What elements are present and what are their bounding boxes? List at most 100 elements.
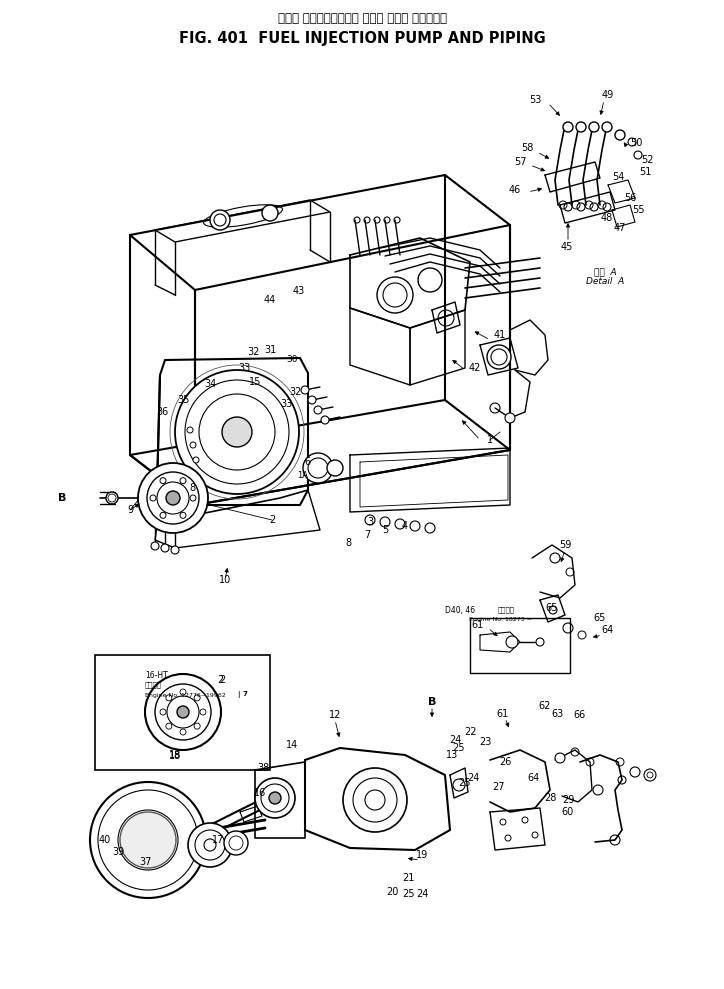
Circle shape [136,828,160,852]
Text: フェル インジェクション ポンプ および パイピング: フェル インジェクション ポンプ および パイピング [277,12,447,25]
Text: 33: 33 [280,399,292,409]
Text: 42: 42 [469,363,481,373]
Circle shape [308,396,316,404]
Text: 1A: 1A [298,471,308,480]
Circle shape [425,523,435,533]
Circle shape [150,855,158,863]
Circle shape [222,417,252,447]
Text: 59: 59 [559,540,571,550]
Text: 54: 54 [612,172,624,182]
Circle shape [506,636,518,648]
Text: 29: 29 [562,795,574,805]
Circle shape [166,695,172,701]
Text: 51: 51 [639,167,651,177]
Text: 32: 32 [289,387,301,397]
Text: 53: 53 [529,95,541,105]
Circle shape [380,517,390,527]
Circle shape [145,674,221,750]
Circle shape [193,457,199,463]
Text: Engine No. 12776~19962: Engine No. 12776~19962 [145,692,226,697]
Circle shape [555,753,565,763]
Text: 40: 40 [99,835,111,845]
Circle shape [615,130,625,140]
Text: 4: 4 [402,521,408,531]
Text: 46: 46 [509,185,521,195]
Text: 2: 2 [217,675,223,685]
Circle shape [505,413,515,423]
Circle shape [180,729,186,735]
Text: 17: 17 [212,835,224,845]
Circle shape [128,848,136,855]
Text: 5: 5 [382,525,388,535]
Circle shape [210,210,230,230]
Circle shape [602,122,612,132]
Circle shape [160,478,166,484]
Text: 47: 47 [614,223,626,233]
Circle shape [194,723,200,729]
Circle shape [395,519,405,529]
Circle shape [536,638,544,646]
Text: 19: 19 [416,850,428,860]
Circle shape [314,406,322,414]
Text: 24: 24 [416,889,428,899]
Text: 14: 14 [286,740,298,750]
Text: 2: 2 [269,515,275,525]
Circle shape [120,812,176,868]
Text: Engine No. 18273 ~: Engine No. 18273 ~ [468,617,531,622]
Circle shape [90,782,206,898]
Circle shape [150,817,158,825]
Text: 8: 8 [345,538,351,548]
Text: 39: 39 [112,847,124,857]
Text: B: B [428,697,436,707]
Text: 61: 61 [471,620,483,630]
Text: FIG. 401  FUEL INJECTION PUMP AND PIPING: FIG. 401 FUEL INJECTION PUMP AND PIPING [179,31,545,45]
Circle shape [187,427,193,433]
Circle shape [365,515,375,525]
Circle shape [550,553,560,563]
Text: 20: 20 [386,887,398,897]
Text: 41: 41 [494,330,506,340]
Circle shape [166,491,180,505]
Text: 18: 18 [169,750,181,760]
Circle shape [262,205,278,221]
Circle shape [188,823,232,867]
Text: 43: 43 [293,286,305,296]
Text: 63: 63 [552,709,564,719]
Text: 44: 44 [264,295,276,305]
Text: 22: 22 [464,727,476,737]
Text: 66: 66 [574,710,586,720]
Text: 62: 62 [539,701,551,711]
Text: 2: 2 [219,675,225,685]
Circle shape [160,512,166,518]
Circle shape [164,836,172,844]
Text: 6: 6 [304,457,310,467]
Text: 8: 8 [189,483,195,493]
Circle shape [200,709,206,715]
Text: 10: 10 [219,575,231,585]
Circle shape [177,706,189,718]
Circle shape [106,492,118,504]
Circle shape [418,268,442,292]
Text: 52: 52 [641,155,653,165]
Text: 27: 27 [492,782,504,792]
Text: 23: 23 [479,737,491,747]
Text: | 7: | 7 [238,691,248,698]
Text: 9: 9 [127,505,133,515]
Bar [95,655,270,770]
Text: 24: 24 [467,773,479,783]
Circle shape [327,460,343,476]
Circle shape [576,122,586,132]
Text: 33: 33 [238,363,250,373]
Circle shape [150,495,156,501]
Circle shape [190,495,196,501]
Circle shape [255,778,295,818]
Text: 64: 64 [602,625,614,635]
Text: 参照番号: 参照番号 [145,681,162,688]
Circle shape [224,831,248,855]
Circle shape [303,453,333,483]
Text: Detail  A: Detail A [586,278,624,287]
Text: 49: 49 [602,90,614,100]
Text: 34: 34 [204,379,216,389]
Text: 7: 7 [364,530,370,540]
Text: 35: 35 [177,395,189,405]
